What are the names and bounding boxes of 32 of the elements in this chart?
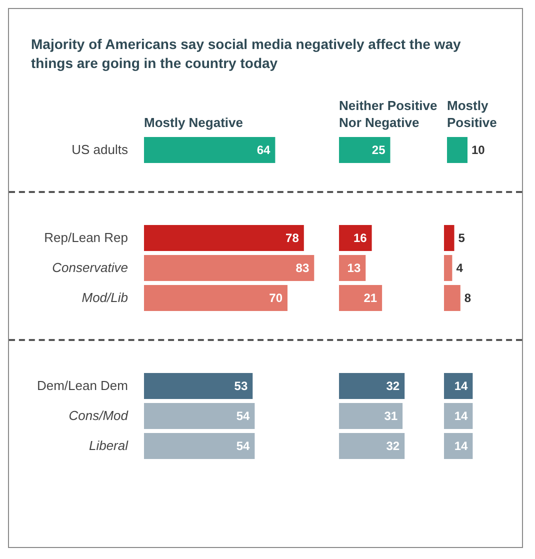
y-tick-label: Liberal	[88, 438, 130, 453]
data-label: 54	[236, 409, 250, 423]
y-tick-label: Mod/Lib	[82, 290, 128, 305]
series-label: Mostly Negative	[144, 114, 243, 131]
data-label: 32	[386, 439, 400, 453]
series-label: Neither Positive Nor Negative	[339, 97, 438, 131]
y-tick-label: Conservative	[52, 260, 128, 275]
data-label: 13	[347, 261, 361, 275]
data-label: 32	[386, 379, 400, 393]
data-label: 10	[472, 143, 486, 157]
chart-title: Majority of Americans say social media negatively affect the way things are going in the country today	[31, 35, 462, 73]
data-label: 64	[256, 143, 271, 157]
y-tick-label: Cons/Mod	[68, 408, 129, 423]
data-label: 54	[236, 439, 250, 453]
data-label: 14	[454, 439, 468, 453]
y-tick-label: Rep/Lean Rep	[44, 230, 128, 245]
data-label: 16	[353, 231, 368, 245]
series-label: Mostly Positive	[447, 97, 498, 131]
data-label: 53	[234, 379, 248, 393]
data-label: 25	[372, 143, 386, 157]
data-label: 4	[456, 261, 464, 275]
data-label: 78	[286, 231, 300, 245]
data-label: 5	[458, 231, 466, 245]
data-label: 83	[296, 261, 310, 275]
y-tick-label: Dem/Lean Dem	[36, 378, 128, 393]
y-tick-label: US adults	[72, 142, 128, 157]
data-label: 31	[384, 409, 398, 423]
data-label: 21	[364, 291, 378, 305]
data-label: 8	[464, 291, 472, 305]
data-label: 14	[454, 409, 468, 423]
data-label: 14	[454, 379, 468, 393]
data-label: 70	[269, 291, 283, 305]
